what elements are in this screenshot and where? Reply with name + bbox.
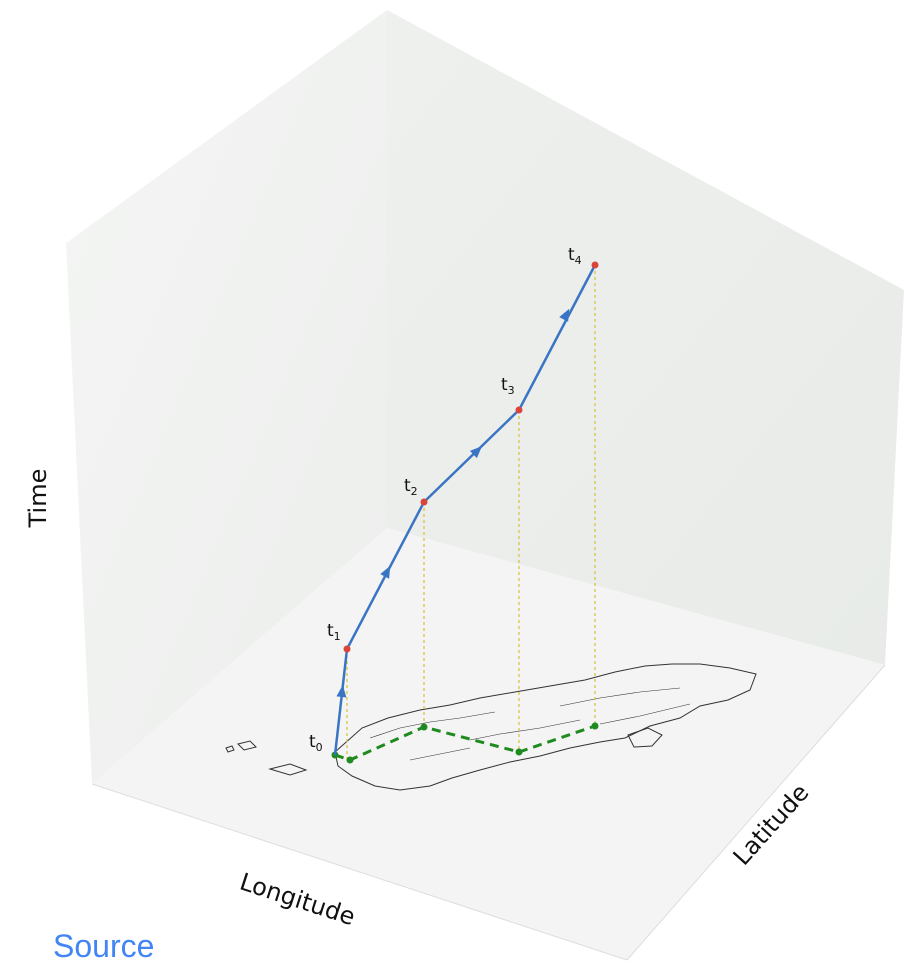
trajectory-arrows <box>336 308 570 698</box>
ground-point-t4 <box>591 722 599 730</box>
time-point-t3 <box>515 406 523 414</box>
time-label-t4: t4 <box>568 245 582 267</box>
time-label-t2: t2 <box>404 476 418 498</box>
axis-label-time: Time <box>24 469 52 529</box>
projection-lines <box>346 265 596 760</box>
arrow-t3-t4 <box>559 308 570 322</box>
arrow-t0-t1 <box>336 685 347 698</box>
left-wall-panel <box>66 10 387 784</box>
time-point-t4 <box>591 261 599 269</box>
time-label-t1: t1 <box>327 621 341 643</box>
time-label-t3: t3 <box>501 375 515 397</box>
ground-point-t2 <box>420 723 428 731</box>
islet-2 <box>268 763 308 776</box>
floor-right-edge <box>626 664 886 961</box>
islet-1 <box>627 727 663 748</box>
island-outline <box>334 663 757 791</box>
arrow-t1-t2 <box>380 565 391 579</box>
time-point-t1 <box>343 645 351 653</box>
axis-label-longitude: Longitude <box>236 868 358 932</box>
time-point-t2 <box>420 498 428 506</box>
floor-panel <box>92 528 885 960</box>
island-coast-detail <box>369 687 691 761</box>
floor-left-edge <box>91 783 628 961</box>
ground-point-t1 <box>346 756 354 764</box>
time-points <box>343 261 599 653</box>
source-link[interactable]: Source <box>53 928 155 964</box>
island-map <box>225 663 757 791</box>
right-wall-panel <box>387 10 904 665</box>
ground-point-t3 <box>515 748 523 756</box>
islet-4 <box>225 745 235 753</box>
time-label-t0: t0 <box>309 732 323 754</box>
space-path-points <box>331 722 599 764</box>
islet-3 <box>237 740 257 751</box>
arrow-t2-t3 <box>469 446 483 459</box>
